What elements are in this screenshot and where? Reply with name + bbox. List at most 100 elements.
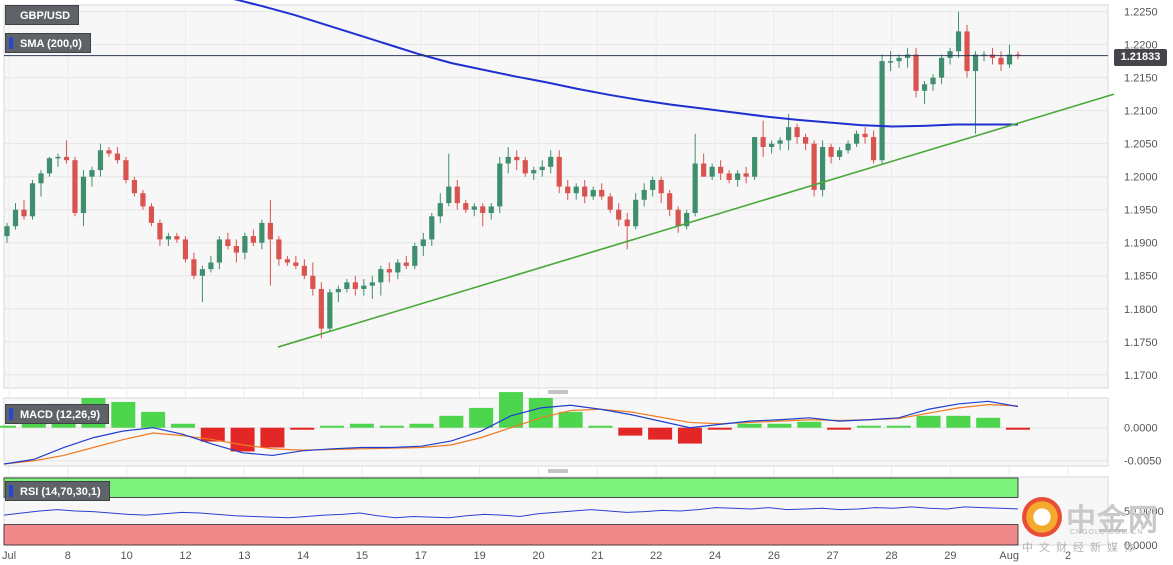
candle-body [174,236,180,240]
candle-body [786,127,792,141]
macd-histogram-bar [767,423,792,428]
rsi-overbought-zone [3,477,1019,498]
candle-body [446,186,452,204]
sma-color-swatch [9,37,13,49]
candle-body [233,246,239,253]
price-tick-label: 1.2250 [1124,7,1158,19]
candle-body [811,143,817,190]
candle-body [684,213,690,227]
macd-label: MACD (12,26,9) [20,409,101,421]
candle-body [735,173,741,180]
macd-histogram-bar [111,401,136,428]
candle-body [131,179,138,194]
time-tick-label: 21 [591,550,603,562]
candle-body [599,189,605,197]
time-axis: Jul 8 10 12 13 14 15 17 19 20 21 22 24 26 27 28 29 Aug 2 [2,390,1071,562]
macd-histogram-bar [409,423,434,428]
candle-body [709,166,715,177]
candle-body [386,269,392,273]
price-tick-label: 1.2000 [1124,172,1158,184]
candle-body [471,206,477,210]
candle-body [836,150,843,157]
candle-body [276,239,282,260]
macd-histogram-bar [976,417,1001,428]
candle-body [114,153,121,161]
time-tick-label: 27 [827,550,839,562]
candle-body [80,176,87,214]
macd-histogram-bar [141,411,166,428]
main-price-axis: 1.2250 1.2200 1.2150 1.2100 1.2050 1.2000 1.19… [1124,7,1158,382]
logo-name: 中金网 [1066,503,1159,538]
candle-body [752,137,758,177]
candle-body [429,216,435,240]
time-tick-label: 14 [297,550,309,562]
symbol-label: GBP/USD [20,10,71,22]
candle-body [760,137,766,147]
macd-tick-label: 0.0000 [1124,423,1158,435]
candle-body [930,77,936,85]
macd-histogram-bar [320,425,345,428]
candle-body [582,186,588,197]
time-tick-label: 13 [238,550,250,562]
macd-histogram-bar [827,427,852,430]
rsi-line [3,506,1019,519]
candle-body [998,57,1004,65]
candle-body [845,143,851,151]
last-price-badge: 1.21833 [1114,49,1167,66]
candle-body [250,236,256,243]
candle-body [191,259,197,276]
candle-body [361,285,367,289]
candle-body [216,239,222,263]
time-tick-label: 26 [768,550,780,562]
time-tick-label: 19 [474,550,486,562]
candle-body [650,179,656,190]
sma-tag[interactable]: SMA (200,0) [5,33,91,53]
candle-body [208,262,214,270]
candle-body [556,156,562,187]
candle-body [4,226,10,237]
last-price-label: 1.21833 [1120,51,1161,63]
candle-body [522,160,528,174]
macd-line [3,400,1019,465]
candle-body [454,186,460,204]
candle-body [616,209,622,220]
candle-body [259,222,265,243]
candle-body [21,209,27,217]
candle-body [514,156,520,161]
symbol-tag[interactable]: GBP/USD [5,5,80,25]
macd-pane: 0.0000 -0.0050 [0,392,1161,468]
macd-histogram-bar [499,392,523,428]
candle-body [403,262,409,266]
candle-body [624,219,630,227]
rsi-tag[interactable]: RSI (14,70,30,1) [5,481,110,501]
macd-histogram-bar [1006,427,1030,430]
macd-histogram-bar [170,423,195,428]
candle-body [794,127,800,138]
candle-body [904,54,911,58]
candle-body [199,269,206,276]
candle-body [921,84,928,91]
candle-body [692,163,698,214]
macd-tag[interactable]: MACD (12,26,9) [5,404,110,424]
time-tick-label: 29 [944,550,956,562]
candle-body [369,282,375,286]
candle-body [607,196,613,210]
time-tick-label: 20 [532,550,544,562]
candle-body [1006,54,1013,65]
candle-body [293,262,299,266]
sma-label: SMA (200,0) [20,38,82,50]
macd-histogram-bar [379,425,404,428]
candle-body [55,156,61,159]
candle-body [12,209,19,227]
candle-body [301,265,307,276]
macd-histogram-bar [916,415,941,428]
candle-body [718,166,724,174]
price-tick-label: 1.2150 [1124,73,1158,85]
candle-body [870,137,877,161]
candle-body [344,282,350,289]
time-tick-label: 24 [709,550,721,562]
time-tick-label: Aug [999,550,1019,562]
rsi-color-swatch [9,485,13,497]
candle-body [896,57,902,62]
time-tick-label: 15 [356,550,368,562]
